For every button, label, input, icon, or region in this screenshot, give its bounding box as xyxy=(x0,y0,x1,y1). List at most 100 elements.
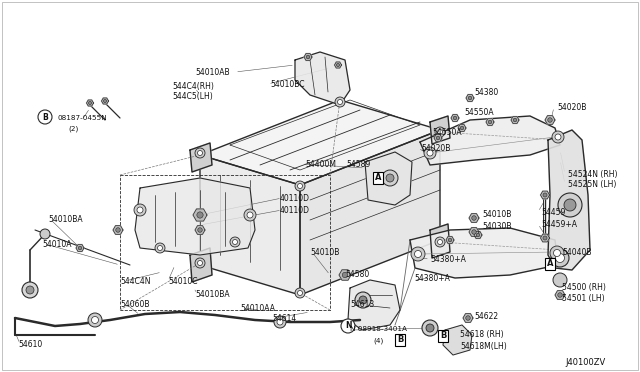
Circle shape xyxy=(157,246,163,250)
Polygon shape xyxy=(348,280,400,330)
Text: 54622: 54622 xyxy=(474,312,498,321)
Circle shape xyxy=(155,243,165,253)
Polygon shape xyxy=(430,224,450,258)
Text: 54380+A: 54380+A xyxy=(430,255,466,264)
Circle shape xyxy=(359,296,367,304)
Text: 54020B: 54020B xyxy=(421,144,451,153)
Circle shape xyxy=(88,313,102,327)
Polygon shape xyxy=(135,178,255,255)
Text: 54501 (LH): 54501 (LH) xyxy=(562,294,605,303)
Circle shape xyxy=(453,116,457,120)
Text: 544C4N: 544C4N xyxy=(120,277,150,286)
Text: 54610: 54610 xyxy=(18,340,42,349)
Circle shape xyxy=(195,258,205,268)
Circle shape xyxy=(553,273,567,287)
Circle shape xyxy=(558,193,582,217)
Circle shape xyxy=(422,320,438,336)
Text: 54040B: 54040B xyxy=(562,248,591,257)
Polygon shape xyxy=(430,116,450,144)
Circle shape xyxy=(198,228,202,232)
Circle shape xyxy=(116,228,120,232)
Circle shape xyxy=(26,286,34,294)
Polygon shape xyxy=(469,228,479,236)
Circle shape xyxy=(438,129,442,135)
Text: 54010C: 54010C xyxy=(168,277,198,286)
Polygon shape xyxy=(200,155,300,295)
Text: 544C4(RH): 544C4(RH) xyxy=(172,82,214,91)
Text: 40110D: 40110D xyxy=(280,206,310,215)
Circle shape xyxy=(415,250,422,257)
Circle shape xyxy=(277,319,283,325)
Text: 54010B: 54010B xyxy=(310,248,339,257)
Circle shape xyxy=(556,253,564,263)
Circle shape xyxy=(134,204,146,216)
Circle shape xyxy=(448,238,452,242)
Circle shape xyxy=(337,99,342,105)
Text: 54524N (RH): 54524N (RH) xyxy=(568,170,618,179)
Text: 54580: 54580 xyxy=(345,270,369,279)
Polygon shape xyxy=(458,125,466,131)
Circle shape xyxy=(40,229,50,239)
Polygon shape xyxy=(443,325,472,355)
Circle shape xyxy=(466,316,470,320)
Text: 54010BA: 54010BA xyxy=(195,290,230,299)
Text: (2): (2) xyxy=(68,126,78,132)
Text: 54589: 54589 xyxy=(346,160,371,169)
Polygon shape xyxy=(511,116,519,124)
Circle shape xyxy=(386,174,394,182)
Circle shape xyxy=(460,126,464,130)
Circle shape xyxy=(472,216,476,220)
Polygon shape xyxy=(339,270,351,280)
Polygon shape xyxy=(545,116,555,124)
Text: 54030B: 54030B xyxy=(482,222,511,231)
Circle shape xyxy=(435,127,445,137)
Circle shape xyxy=(426,324,434,332)
Text: 54010AB: 54010AB xyxy=(195,68,230,77)
Circle shape xyxy=(274,316,286,328)
Circle shape xyxy=(298,291,303,295)
Text: 54459: 54459 xyxy=(541,208,565,217)
Polygon shape xyxy=(420,116,560,165)
Polygon shape xyxy=(113,226,123,234)
Circle shape xyxy=(424,147,436,159)
Text: 54618 (RH): 54618 (RH) xyxy=(460,330,504,339)
Polygon shape xyxy=(304,54,312,61)
Text: 544C5(LH): 544C5(LH) xyxy=(172,92,212,101)
Text: 40110D: 40110D xyxy=(280,194,310,203)
Circle shape xyxy=(543,236,547,240)
Circle shape xyxy=(306,55,310,59)
Circle shape xyxy=(295,288,305,298)
Polygon shape xyxy=(86,100,93,106)
Polygon shape xyxy=(434,135,442,141)
Circle shape xyxy=(295,181,305,191)
Text: N 08918-3401A: N 08918-3401A xyxy=(350,326,407,332)
Polygon shape xyxy=(335,62,342,68)
Circle shape xyxy=(230,237,240,247)
Circle shape xyxy=(335,97,345,107)
Text: 54500 (RH): 54500 (RH) xyxy=(562,283,606,292)
Circle shape xyxy=(513,118,517,122)
Circle shape xyxy=(337,63,340,67)
Circle shape xyxy=(476,233,480,237)
Circle shape xyxy=(550,246,564,260)
Text: 54459+A: 54459+A xyxy=(541,220,577,229)
Text: 54010BC: 54010BC xyxy=(270,80,305,89)
Text: J40100ZV: J40100ZV xyxy=(565,358,605,367)
Circle shape xyxy=(557,293,563,297)
Text: 54400M: 54400M xyxy=(305,160,336,169)
Text: 54550A: 54550A xyxy=(432,128,461,137)
Text: 54380+A: 54380+A xyxy=(414,274,450,283)
Circle shape xyxy=(247,212,253,218)
Circle shape xyxy=(555,134,561,140)
Polygon shape xyxy=(541,191,550,199)
Polygon shape xyxy=(451,115,459,122)
Polygon shape xyxy=(190,143,212,172)
Circle shape xyxy=(355,292,371,308)
Text: 54613: 54613 xyxy=(350,300,374,309)
Polygon shape xyxy=(486,119,494,125)
Circle shape xyxy=(198,260,202,266)
Circle shape xyxy=(551,249,569,267)
Text: (4): (4) xyxy=(373,338,383,344)
Circle shape xyxy=(195,148,205,158)
Polygon shape xyxy=(195,226,205,234)
